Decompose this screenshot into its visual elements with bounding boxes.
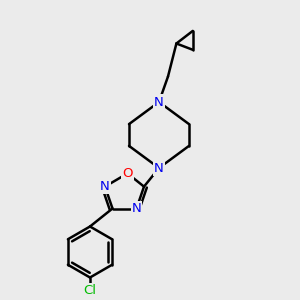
Text: N: N bbox=[154, 161, 164, 175]
Text: Cl: Cl bbox=[83, 284, 97, 297]
Text: N: N bbox=[132, 202, 141, 215]
Text: N: N bbox=[100, 180, 110, 193]
Text: O: O bbox=[122, 167, 133, 180]
Text: N: N bbox=[154, 95, 164, 109]
